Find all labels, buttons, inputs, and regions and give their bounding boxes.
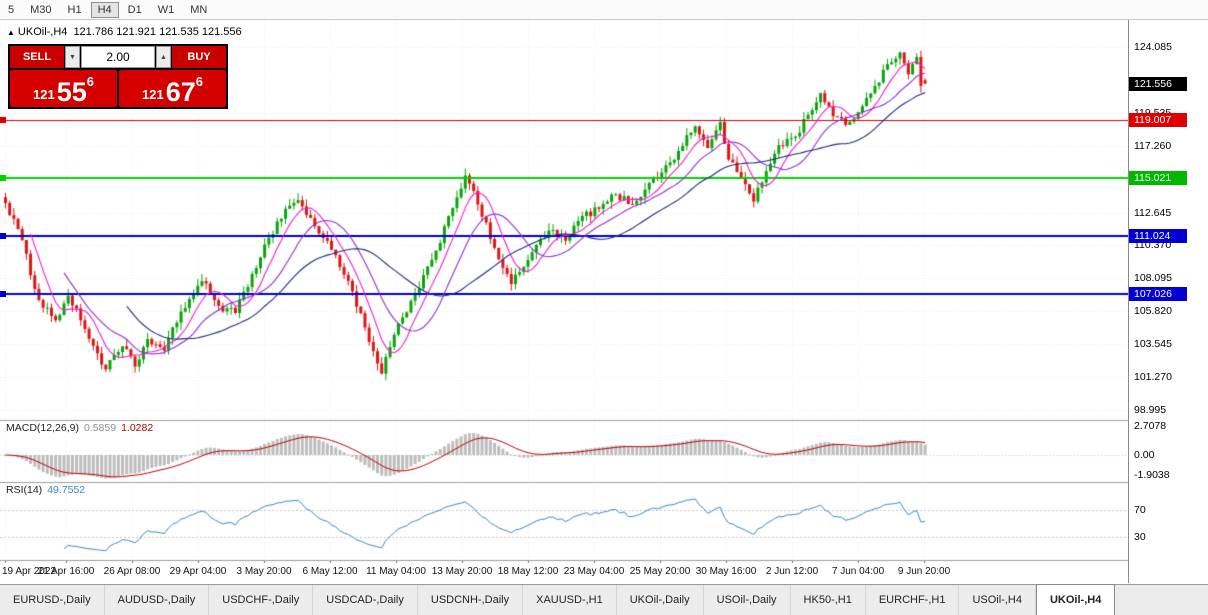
price-axis-label: 124.085 — [1134, 41, 1172, 53]
price-badge-119.007[interactable]: 119.007 — [1129, 113, 1187, 128]
chart-tab-audusd-daily[interactable]: AUDUSD-,Daily — [105, 585, 210, 615]
hline-anchor-marker[interactable] — [0, 232, 6, 239]
time-axis-label: 25 May 20:00 — [629, 566, 691, 577]
collapse-arrow-icon[interactable]: ▲ — [7, 28, 15, 37]
buy-button[interactable]: BUY — [172, 46, 226, 68]
bid-price-box[interactable]: 121 55 6 — [10, 70, 117, 107]
timeframe-button-h4[interactable]: H4 — [90, 1, 119, 18]
chart-symbol-label: UKOil-,H4 — [17, 26, 68, 38]
price-axis-label: 117.260 — [1134, 139, 1172, 152]
hline-anchor-marker[interactable] — [0, 290, 6, 297]
timeframe-button-5[interactable]: 5 — [8, 3, 15, 16]
timeframe-button-mn[interactable]: MN — [190, 3, 208, 16]
price-axis-label: 112.645 — [1134, 206, 1172, 219]
time-axis-label: 3 May 20:00 — [236, 566, 292, 577]
chart-tab-xauusd-h1[interactable]: XAUUSD-,H1 — [523, 585, 617, 615]
time-axis-label: 18 May 12:00 — [497, 566, 559, 577]
chart-tab-ukoil-daily[interactable]: UKOil-,Daily — [617, 585, 704, 615]
rsi-axis-label: 30 — [1134, 531, 1146, 543]
chevron-down-icon: ▼ — [69, 53, 76, 61]
volume-input[interactable]: 2.00 — [81, 46, 155, 68]
price-badge-111.024[interactable]: 111.024 — [1129, 228, 1187, 243]
timeframe-toolbar: 5 M30 H1 H4 D1 W1 MN — [0, 0, 1208, 20]
price-axis-label: 98.995 — [1134, 404, 1167, 416]
bid-price-whole: 121 — [33, 87, 55, 102]
ask-price-fraction: 6 — [195, 74, 203, 89]
time-axis-label: 26 Apr 08:00 — [103, 566, 161, 577]
chart-tab-eurusd-daily[interactable]: EURUSD-,Daily — [0, 585, 105, 615]
time-axis-label: 13 May 20:00 — [431, 566, 493, 577]
price-badge-121.556: 121.556 — [1129, 76, 1187, 91]
bid-price-pips: 55 — [56, 77, 87, 108]
price-chart-canvas[interactable] — [0, 20, 1128, 563]
macd-axis-label: 0.00 — [1134, 449, 1155, 461]
time-axis-label: 23 May 04:00 — [563, 566, 625, 577]
time-axis-label: 6 May 12:00 — [302, 566, 358, 577]
hline-anchor-marker[interactable] — [0, 117, 6, 124]
timeframe-button-w1[interactable]: W1 — [157, 3, 175, 16]
price-axis-label: 108.095 — [1134, 272, 1172, 285]
price-axis-label: 103.545 — [1134, 338, 1172, 351]
price-axis-label: 101.270 — [1134, 371, 1172, 384]
chart-tab-usdcnh-daily[interactable]: USDCNH-,Daily — [418, 585, 524, 615]
time-axis-label: 19 Apr 2022 — [2, 566, 56, 577]
timeframe-button-h1[interactable]: H1 — [67, 3, 82, 16]
chart-tab-hk50-h1[interactable]: HK50-,H1 — [791, 585, 866, 615]
macd-axis-label: 2.7078 — [1134, 419, 1167, 432]
chevron-up-icon: ▲ — [160, 53, 167, 61]
price-badge-115.021[interactable]: 115.021 — [1129, 171, 1187, 186]
volume-increase-button[interactable]: ▲ — [156, 46, 171, 68]
hline-anchor-marker[interactable] — [0, 175, 6, 182]
price-axis[interactable]: 124.085119.535117.260112.645110.370108.0… — [1128, 20, 1208, 583]
one-click-trading-panel: SELL ▼ 2.00 ▲ BUY 121 55 6 121 67 6 — [8, 44, 228, 109]
ask-price-box[interactable]: 121 67 6 — [119, 70, 226, 107]
chart-tab-ukoil-h4[interactable]: UKOil-,H4 — [1035, 584, 1116, 615]
chart-tab-usdcad-daily[interactable]: USDCAD-,Daily — [313, 585, 418, 615]
time-axis[interactable]: 19 Apr 2022 21 Apr 16:00 26 Apr 08:00 29 Ap… — [0, 563, 1128, 584]
price-badge-107.026[interactable]: 107.026 — [1129, 286, 1187, 301]
timeframe-button-d1[interactable]: D1 — [127, 3, 142, 16]
price-axis-label: 105.820 — [1134, 305, 1172, 318]
rsi-axis-label: 70 — [1134, 504, 1146, 516]
chart-tab-usoil-h4[interactable]: USOil-,H4 — [959, 585, 1036, 615]
time-axis-label: 29 Apr 04:00 — [169, 566, 227, 577]
time-axis-label: 30 May 16:00 — [695, 566, 757, 577]
ask-price-whole: 121 — [142, 87, 164, 102]
sell-button[interactable]: SELL — [10, 46, 64, 68]
ask-price-pips: 67 — [165, 77, 196, 108]
chart-tab-bar: EURUSD-,Daily AUDUSD-,Daily USDCHF-,Daily U… — [0, 584, 1208, 615]
time-axis-label: 7 Jun 04:00 — [831, 566, 885, 577]
chart-ohlc-values: 121.786 121.921 121.535 121.556 — [73, 26, 242, 38]
chart-tab-usoil-daily[interactable]: USOil-,Daily — [704, 585, 791, 615]
time-axis-label: 9 Jun 20:00 — [897, 566, 951, 577]
bid-price-fraction: 6 — [86, 74, 94, 89]
chart-tab-eurchf-h1[interactable]: EURCHF-,H1 — [866, 585, 960, 615]
macd-axis-label: -1.9038 — [1134, 469, 1170, 482]
timeframe-button-m30[interactable]: M30 — [30, 3, 52, 16]
time-axis-label: 2 Jun 12:00 — [765, 566, 819, 577]
time-axis-label: 11 May 04:00 — [366, 566, 426, 577]
chart-tab-usdchf-daily[interactable]: USDCHF-,Daily — [209, 585, 314, 615]
time-axis-label: 21 Apr 16:00 — [37, 566, 95, 577]
chart-ohlc-header: ▲ UKOil-,H4 121.786 121.921 121.535 121.55… — [7, 26, 242, 38]
volume-decrease-button[interactable]: ▼ — [65, 46, 80, 68]
